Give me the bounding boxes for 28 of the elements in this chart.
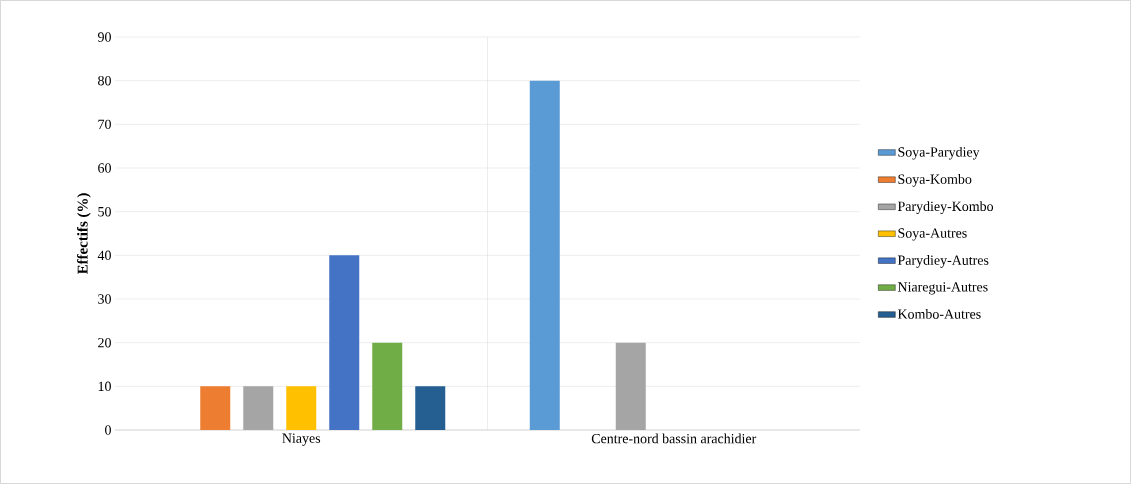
legend-label: Parydiey-Autres xyxy=(897,255,989,268)
x-tick-label: Centre-nord bassin arachidier xyxy=(591,433,757,444)
y-tick-label: 80 xyxy=(98,75,111,86)
y-tick-label: 10 xyxy=(98,381,111,392)
bar xyxy=(615,342,646,430)
legend-label: Niaregui-Autres xyxy=(897,282,988,295)
legend-label: Soya-Kombo xyxy=(898,174,972,187)
bar xyxy=(243,386,274,430)
legend-label: Soya-Parydiey xyxy=(898,146,980,160)
y-tick-label: 40 xyxy=(97,250,111,261)
y-tick-label: 70 xyxy=(98,119,111,130)
legend-label: Parydiey-Kombo xyxy=(897,201,994,214)
legend-label: Kombo-Autres xyxy=(897,308,981,319)
legend-label: Soya-Autres xyxy=(898,228,967,241)
y-tick-label: 90 xyxy=(97,32,111,42)
bar xyxy=(415,386,446,430)
bar xyxy=(329,255,360,430)
y-tick-label: 50 xyxy=(98,206,111,217)
bar xyxy=(200,386,231,430)
y-tick-label: 0 xyxy=(105,425,111,435)
x-tick-label: Niayes xyxy=(282,433,321,446)
y-tick-label: 30 xyxy=(98,294,111,304)
bar xyxy=(286,386,317,430)
bar xyxy=(372,342,403,430)
y-tick-label: 60 xyxy=(98,163,111,173)
y-tick-label: 20 xyxy=(98,337,111,348)
bar xyxy=(529,80,560,430)
y-axis-title: Effectifs (%) xyxy=(77,193,91,275)
